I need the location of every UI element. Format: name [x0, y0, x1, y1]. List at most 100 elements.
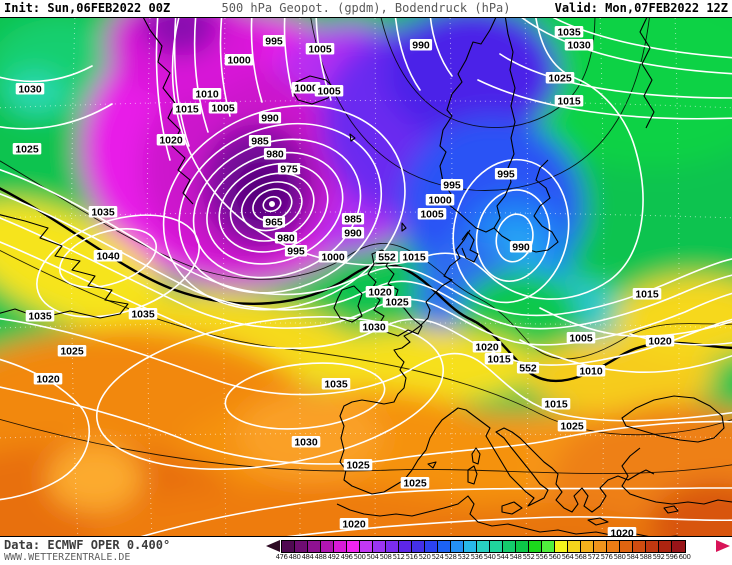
legend-tick: 556: [535, 553, 548, 561]
pressure-label: 1025: [382, 296, 412, 309]
header-bar: Init: Sun,06FEB2022 00Z 500 hPa Geopot. …: [0, 0, 732, 17]
svg-text:552: 552: [378, 252, 396, 264]
legend-color-box: [490, 541, 503, 552]
legend-tick: 508: [379, 553, 392, 561]
svg-text:1020: 1020: [475, 342, 499, 354]
legend-tick: 516: [405, 553, 418, 561]
pressure-label: 1015: [484, 353, 514, 366]
svg-text:1000: 1000: [227, 55, 251, 67]
svg-text:1015: 1015: [487, 354, 511, 366]
pressure-label: 975: [277, 163, 301, 176]
legend-color-box: [633, 541, 646, 552]
svg-text:1025: 1025: [15, 144, 39, 156]
svg-text:1025: 1025: [385, 297, 409, 309]
legend-color-box: [282, 541, 295, 552]
legend-tick: 564: [561, 553, 574, 561]
pressure-label: 1025: [343, 459, 373, 472]
legend-color-box: [594, 541, 607, 552]
svg-text:1025: 1025: [60, 346, 84, 358]
pressure-label: 990: [258, 112, 282, 125]
legend-tick: 600: [678, 553, 691, 561]
legend-color-box: [425, 541, 438, 552]
contour-labels: 1000 995 1005 1010 1015 1005 990 985 1020 1000 100…: [12, 26, 675, 540]
pressure-label: 1015: [399, 251, 429, 264]
pressure-label: 1025: [545, 72, 575, 85]
legend-color-box: [360, 541, 373, 552]
chart-title: 500 hPa Geopot. (gpdm), Bodendruck (hPa): [221, 1, 511, 15]
legend-color-box: [334, 541, 347, 552]
pressure-label: 995: [262, 35, 286, 48]
legend-color-box: [542, 541, 555, 552]
legend-tick: 496: [340, 553, 353, 561]
pressure-label: 1030: [564, 39, 594, 52]
svg-text:1035: 1035: [557, 27, 581, 39]
legend-tick: 580: [613, 553, 626, 561]
svg-text:1035: 1035: [91, 207, 115, 219]
legend-tick: 524: [431, 553, 444, 561]
legend-tick: 596: [665, 553, 678, 561]
svg-text:995: 995: [443, 180, 461, 192]
svg-text:990: 990: [412, 40, 430, 52]
legend-tick: 576: [600, 553, 613, 561]
pressure-label: 1005: [417, 208, 447, 221]
legend-tick: 548: [509, 553, 522, 561]
pressure-label: 1035: [321, 378, 351, 391]
legend-tick: 476: [275, 553, 288, 561]
legend-right-arrow-icon: [716, 540, 730, 552]
svg-text:990: 990: [512, 242, 530, 254]
legend-color-box: [373, 541, 386, 552]
svg-text:1000: 1000: [321, 252, 345, 264]
legend-color-box: [659, 541, 672, 552]
pressure-label: 980: [274, 232, 298, 245]
pressure-label: 1020: [645, 335, 675, 348]
legend-tick: 500: [353, 553, 366, 561]
pressure-label: 1035: [88, 206, 118, 219]
svg-text:1025: 1025: [548, 73, 572, 85]
svg-text:1030: 1030: [567, 40, 591, 52]
pressure-label: 1010: [576, 365, 606, 378]
svg-text:1020: 1020: [159, 135, 183, 147]
legend-color-box: [412, 541, 425, 552]
svg-text:980: 980: [277, 233, 295, 245]
pressure-label: 1020: [339, 518, 369, 531]
legend-tick: 584: [626, 553, 639, 561]
legend-color-box: [555, 541, 568, 552]
svg-text:1020: 1020: [610, 528, 634, 536]
svg-text:1015: 1015: [635, 289, 659, 301]
legend-tick: 536: [470, 553, 483, 561]
svg-text:1015: 1015: [557, 96, 581, 108]
pressure-label: 1020: [607, 527, 637, 540]
pressure-contours: [0, 12, 732, 544]
legend-tick: 532: [457, 553, 470, 561]
legend-tick: 520: [418, 553, 431, 561]
legend-color-box: [308, 541, 321, 552]
legend-color-box: [672, 541, 685, 552]
pressure-label: 1005: [566, 332, 596, 345]
pressure-label: 1040: [93, 250, 123, 263]
pressure-label: 995: [494, 168, 518, 181]
pressure-label: 1005: [314, 85, 344, 98]
svg-text:990: 990: [344, 228, 362, 240]
svg-text:1035: 1035: [28, 311, 52, 323]
legend-tick-labels: 476 480 484 488 492 496 500 504 508 512 516 520 524 5…: [275, 553, 691, 561]
website-text: WWW.WETTERZENTRALE.DE: [4, 552, 131, 563]
svg-text:1005: 1005: [308, 44, 332, 56]
svg-text:1025: 1025: [403, 478, 427, 490]
pressure-label: 985: [248, 135, 272, 148]
legend-color-box: [581, 541, 594, 552]
legend-tick: 572: [587, 553, 600, 561]
pressure-label: 1015: [632, 288, 662, 301]
legend-tick: 492: [327, 553, 340, 561]
svg-text:1035: 1035: [131, 309, 155, 321]
svg-text:1020: 1020: [36, 374, 60, 386]
svg-text:965: 965: [265, 217, 283, 229]
footer-bar: Data: ECMWF OPER 0.400° WWW.WETTERZENTRA…: [0, 537, 732, 565]
svg-text:1030: 1030: [18, 84, 42, 96]
pressure-label: 1005: [305, 43, 335, 56]
svg-text:1030: 1030: [294, 437, 318, 449]
legend-tick: 592: [652, 553, 665, 561]
pressure-label: 990: [341, 227, 365, 240]
svg-text:1010: 1010: [195, 89, 219, 101]
legend-tick: 588: [639, 553, 652, 561]
